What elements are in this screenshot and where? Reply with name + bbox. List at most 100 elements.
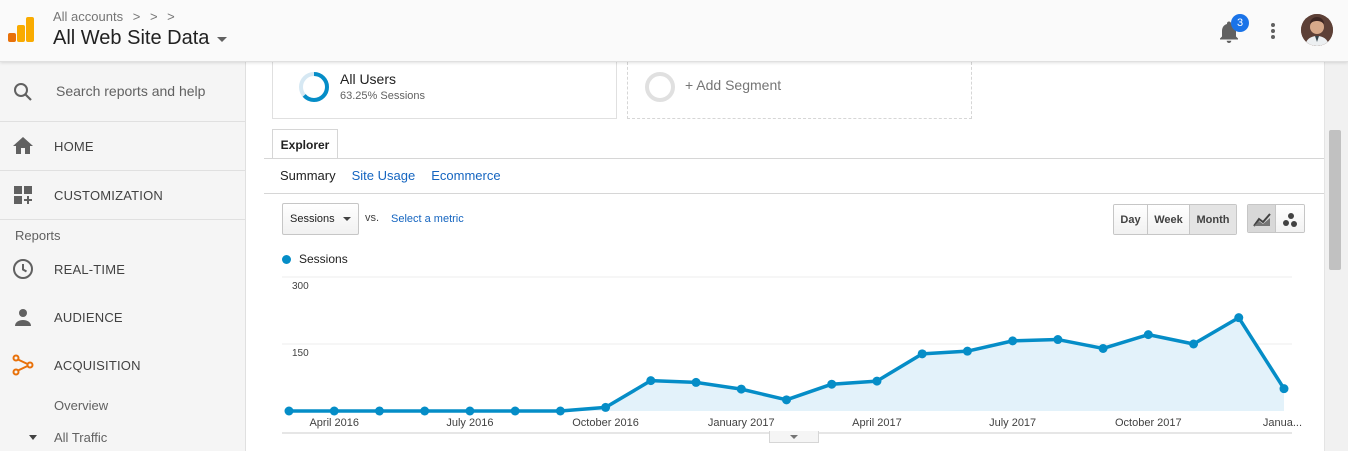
metric-select-value: Sessions <box>290 213 335 225</box>
sidebar-item-home[interactable]: HOME <box>0 122 246 170</box>
breadcrumb-separator: > <box>167 9 175 24</box>
data-point <box>691 377 701 387</box>
y-tick-label: 300 <box>292 281 309 292</box>
divider <box>264 158 1324 159</box>
acquisition-icon <box>12 354 34 376</box>
sidebar-item-label: ACQUISITION <box>54 357 141 373</box>
data-point <box>1143 330 1153 340</box>
segment-name: All Users <box>340 71 397 87</box>
breadcrumb[interactable]: All accounts > > > <box>53 9 175 24</box>
x-tick-label: July 2016 <box>446 417 493 429</box>
reports-section-label: Reports <box>15 228 61 243</box>
subtab-ecommerce[interactable]: Ecommerce <box>431 168 501 183</box>
data-point <box>374 406 384 416</box>
caret-down-icon <box>790 434 798 439</box>
search-icon <box>14 83 32 101</box>
x-tick-label: January 2017 <box>708 417 775 429</box>
add-segment-button[interactable]: + Add Segment <box>627 62 972 119</box>
data-point <box>917 349 927 359</box>
breadcrumb-separator: > <box>132 9 141 24</box>
x-tick-label: July 2017 <box>989 417 1036 429</box>
line-chart-button[interactable] <box>1248 205 1277 232</box>
add-segment-label: + Add Segment <box>685 77 782 93</box>
tab-explorer[interactable]: Explorer <box>272 129 338 159</box>
divider <box>264 193 1324 194</box>
data-point <box>1098 343 1108 353</box>
caret-down-icon[interactable] <box>29 435 37 440</box>
sidebar-item-customization[interactable]: CUSTOMIZATION <box>0 171 246 219</box>
legend-swatch <box>282 254 291 264</box>
data-point <box>872 376 882 386</box>
divider <box>0 219 246 220</box>
vs-label: vs. <box>365 212 380 224</box>
top-header: All accounts > > > All Web Site Data 3 <box>0 0 1348 62</box>
explorer-subtabs: Summary Site Usage Ecommerce <box>280 168 501 183</box>
x-tick-label: April 2016 <box>309 417 359 429</box>
dashboard-add-icon <box>12 184 34 206</box>
sidebar-item-audience[interactable]: AUDIENCE <box>0 293 246 341</box>
select-metric-link[interactable]: Select a metric <box>391 213 464 225</box>
segment-share-ring <box>299 72 329 102</box>
divider <box>0 170 246 171</box>
x-tick-label: October 2016 <box>572 417 639 429</box>
y-tick-label: 150 <box>292 348 309 359</box>
home-icon <box>12 135 34 157</box>
sidebar-search[interactable]: Search reports and help <box>0 62 246 122</box>
line-chart-icon <box>1252 212 1271 227</box>
analytics-logo[interactable] <box>7 16 35 44</box>
sidebar-item-realtime[interactable]: REAL-TIME <box>0 245 246 293</box>
segment-share-text: 63.25% Sessions <box>340 90 425 102</box>
data-point <box>1053 335 1063 345</box>
data-point <box>962 346 972 356</box>
sidebar-item-label: AUDIENCE <box>54 309 123 325</box>
sidebar-item-acquisition[interactable]: ACQUISITION <box>0 341 246 389</box>
chart-legend[interactable]: Sessions <box>282 252 348 266</box>
subtab-summary[interactable]: Summary <box>280 168 336 183</box>
sidebar-subitem-all-traffic[interactable]: All Traffic <box>54 430 108 445</box>
segment-all-users[interactable]: All Users 63.25% Sessions <box>272 62 617 119</box>
sidebar: Search reports and help HOME CUSTOMIZATI… <box>0 62 246 451</box>
empty-segment-ring <box>645 72 675 102</box>
week-button[interactable]: Week <box>1148 205 1190 234</box>
x-tick-label: October 2017 <box>1115 417 1182 429</box>
data-point <box>465 406 475 416</box>
data-point <box>555 406 565 416</box>
report-content: All Users 63.25% Sessions + Add Segment … <box>247 62 1324 451</box>
scrollbar-thumb[interactable] <box>1329 130 1341 270</box>
sidebar-item-label: CUSTOMIZATION <box>54 187 164 203</box>
month-button[interactable]: Month <box>1190 205 1236 234</box>
data-point <box>782 395 791 405</box>
x-tick-label: April 2017 <box>852 417 902 429</box>
avatar[interactable] <box>1301 14 1333 46</box>
legend-label: Sessions <box>299 252 348 266</box>
dropdown-arrow-icon <box>343 217 351 221</box>
sidebar-item-label: REAL-TIME <box>54 261 126 277</box>
sidebar-subitem-overview[interactable]: Overview <box>54 398 109 413</box>
data-point <box>1279 384 1289 394</box>
data-point <box>827 379 837 389</box>
person-icon <box>12 306 34 328</box>
chart-type-toggle <box>1247 204 1305 233</box>
x-tick-label: Janua... <box>1263 417 1302 429</box>
data-point <box>1234 313 1244 323</box>
sessions-chart[interactable]: 300 150 April 2016 July 2016 October 2016 Jan… <box>247 267 1324 451</box>
data-point <box>420 406 430 416</box>
day-button[interactable]: Day <box>1114 205 1148 234</box>
breadcrumb-separator: > <box>149 9 158 24</box>
subtab-site-usage[interactable]: Site Usage <box>351 168 416 183</box>
clock-icon <box>12 258 34 280</box>
data-point <box>284 406 294 416</box>
metric-select[interactable]: Sessions <box>282 203 359 235</box>
view-title: All Web Site Data <box>53 27 210 49</box>
more-options-icon[interactable] <box>1265 20 1281 42</box>
breadcrumb-all-accounts[interactable]: All accounts <box>53 9 124 24</box>
chart-collapse-handle[interactable] <box>769 431 819 443</box>
data-point <box>1189 339 1199 349</box>
data-point <box>736 384 746 394</box>
search-input[interactable]: Search reports and help <box>56 83 206 99</box>
data-point <box>510 406 520 416</box>
data-point <box>1008 336 1018 346</box>
motion-chart-button[interactable] <box>1276 205 1304 232</box>
data-point <box>329 406 339 416</box>
view-selector[interactable]: All Web Site Data <box>53 27 228 50</box>
